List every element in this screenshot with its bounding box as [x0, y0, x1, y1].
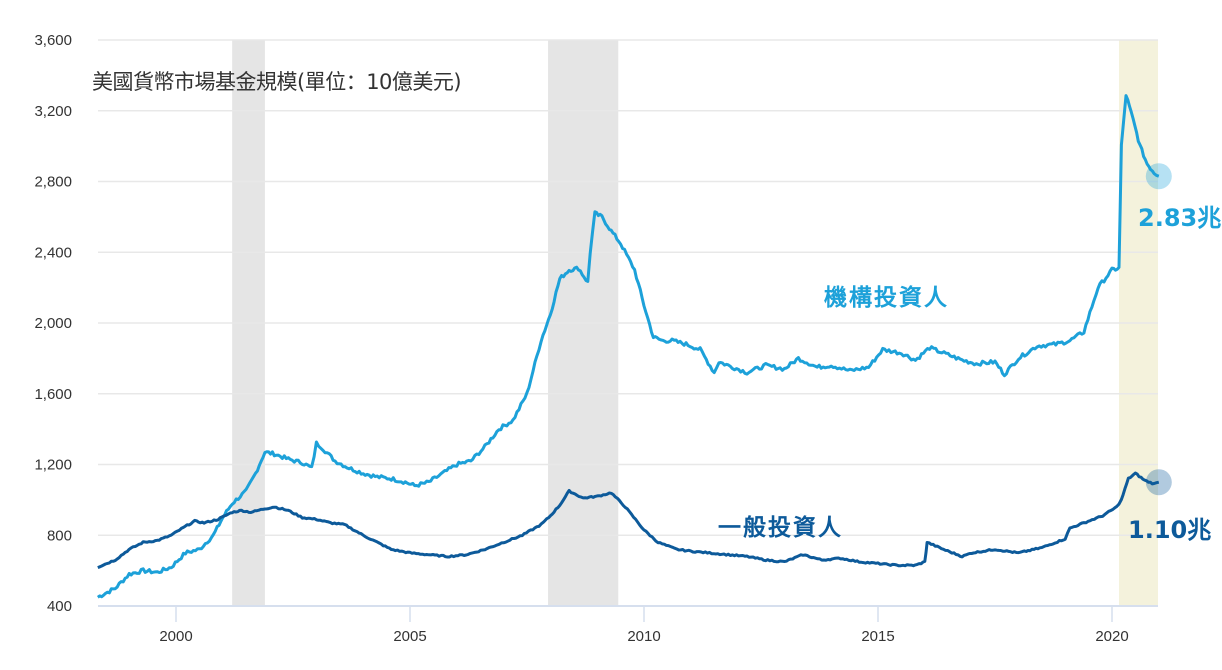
y-tick-label: 1,200	[34, 457, 72, 474]
retail-end-value-label: 1.10兆	[1128, 516, 1212, 544]
y-tick-label: 800	[47, 527, 72, 544]
y-tick-label: 1,600	[34, 386, 72, 403]
retail-end-marker	[1145, 469, 1172, 496]
x-tick-label: 2000	[159, 628, 192, 645]
y-tick-label: 3,200	[34, 103, 72, 120]
x-tick-label: 2010	[627, 628, 660, 645]
chart-title: 美國貨幣市場基金規模(單位：10億美元)	[92, 70, 462, 94]
gridlines	[98, 39, 1158, 536]
end-markers	[1145, 163, 1172, 496]
retail-line	[97, 471, 1160, 569]
y-axis: 400 800 1,200 1,600 2,000 2,400 2,800 3,200 3,60…	[34, 32, 72, 615]
x-tick-label: 2005	[393, 628, 426, 645]
institutional-end-value-label: 2.83兆	[1138, 204, 1222, 232]
y-tick-label: 2,400	[34, 244, 72, 261]
institutional-line	[96, 94, 1160, 599]
x-axis: 2000 2005 2010 2015 2020	[98, 605, 1158, 645]
institutional-series-label: 機構投資人	[824, 285, 949, 311]
y-tick-label: 3,600	[34, 32, 72, 49]
y-tick-label: 2,800	[34, 174, 72, 191]
y-tick-label: 2,000	[34, 315, 72, 332]
y-tick-label: 400	[47, 598, 72, 615]
retail-series-label: 一般投資人	[718, 515, 843, 541]
institutional-end-marker	[1145, 163, 1172, 190]
x-tick-label: 2015	[861, 628, 894, 645]
series-lines	[96, 94, 1160, 599]
x-tick-label: 2020	[1095, 628, 1128, 645]
